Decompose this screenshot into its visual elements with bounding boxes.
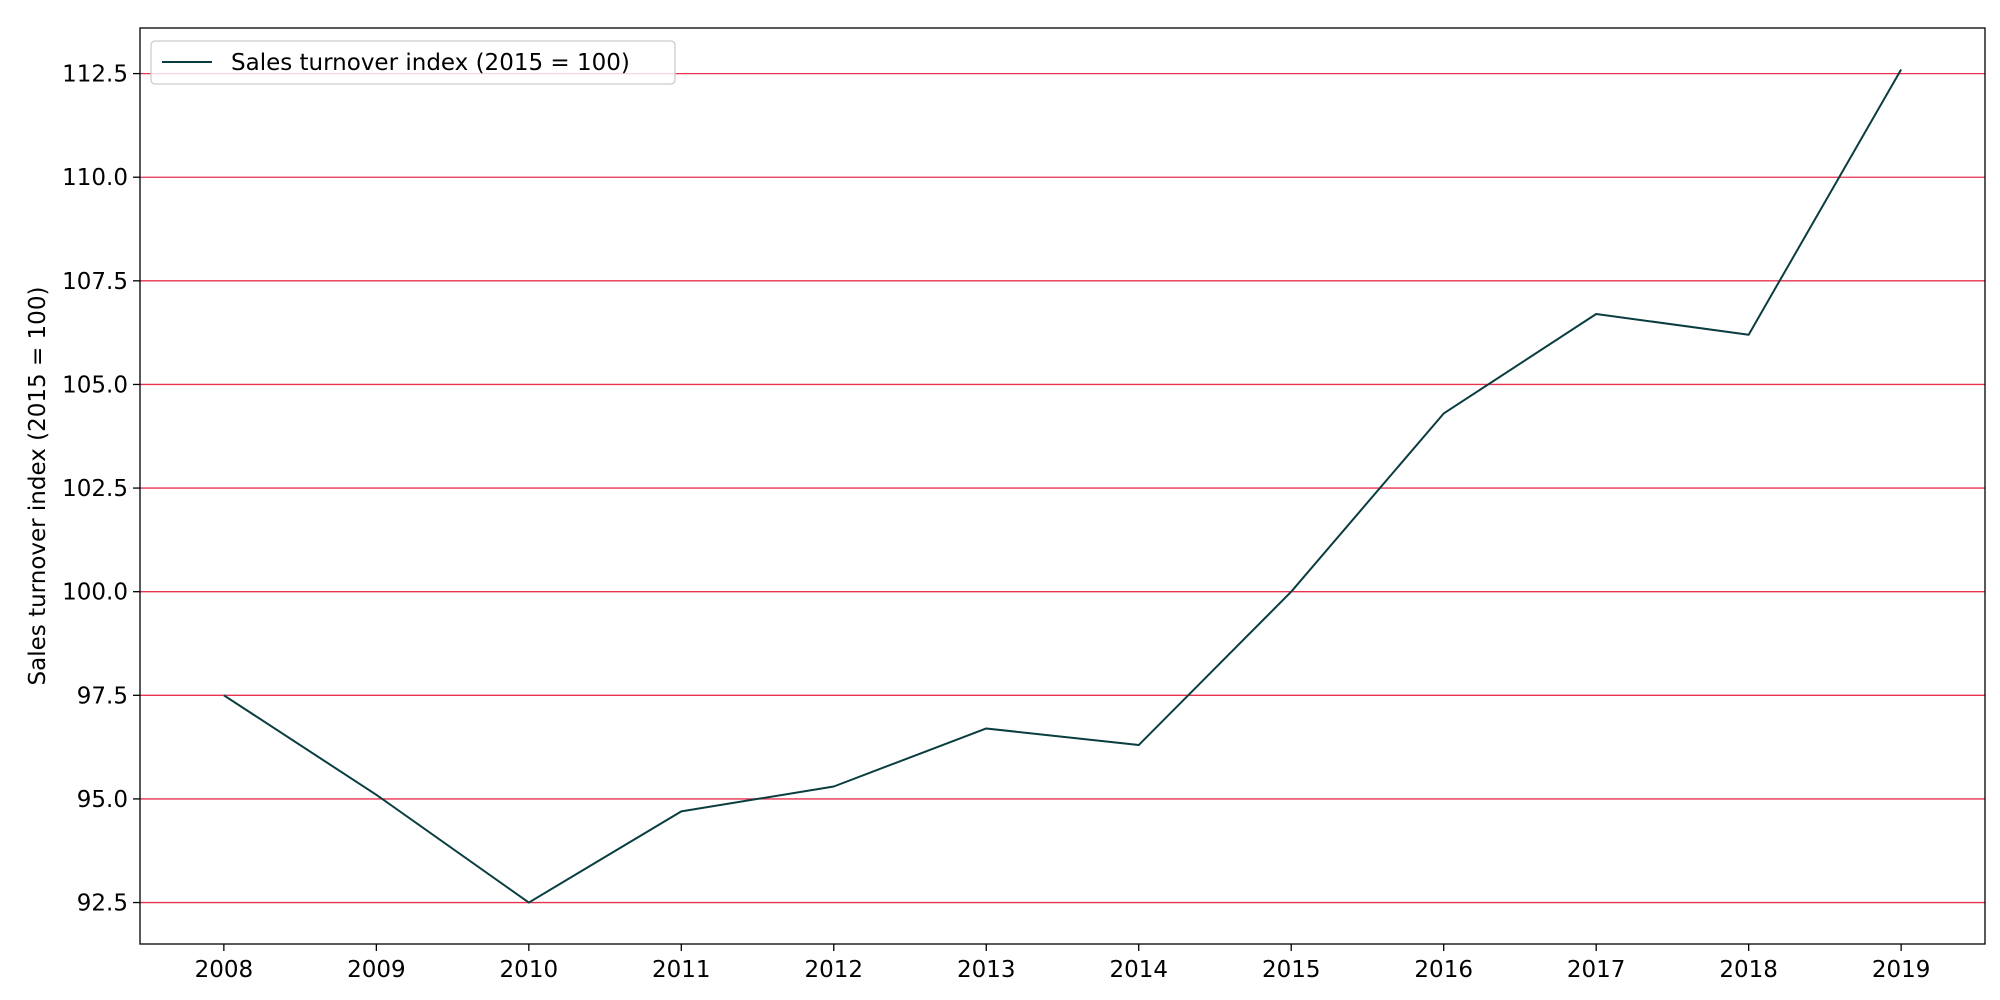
- plot-frame: [139, 27, 1986, 945]
- x-tick-label: 2017: [1567, 957, 1626, 983]
- y-tick-label: 92.5: [77, 891, 128, 917]
- x-tick-label: 2013: [957, 957, 1016, 983]
- series-layer: [223, 68, 1903, 904]
- x-tick-label: 2010: [500, 957, 559, 983]
- x-tick-label: 2019: [1872, 957, 1931, 983]
- gridlines: [140, 72, 1985, 904]
- y-tick-label: 97.5: [77, 683, 128, 709]
- x-tick-label: 2011: [652, 957, 711, 983]
- y-tick-label: 107.5: [62, 269, 128, 295]
- x-tick-label: 2018: [1719, 957, 1778, 983]
- x-tick-label: 2014: [1109, 957, 1168, 983]
- x-tick-label: 2009: [347, 957, 406, 983]
- x-tick-label: 2008: [195, 957, 254, 983]
- y-axis-title: Sales turnover index (2015 = 100): [25, 287, 51, 686]
- x-axis: 2008 2009 2010 2011 2012 2013 2014 2015 2016 2017…: [195, 944, 1931, 983]
- y-tick-label: 105.0: [62, 372, 128, 398]
- legend: Sales turnover index (2015 = 100): [150, 40, 676, 85]
- y-tick-label: 95.0: [77, 787, 128, 813]
- y-tick-label: 110.0: [62, 165, 128, 191]
- legend-box: [150, 40, 676, 85]
- y-axis: 92.5 95.0 97.5 100.0 102.5 105.0 107.5 110.0 112…: [62, 62, 140, 917]
- legend-label: Sales turnover index (2015 = 100): [231, 50, 630, 76]
- series-line-0: [223, 68, 1903, 904]
- y-tick-label: 100.0: [62, 580, 128, 606]
- x-tick-label: 2016: [1414, 957, 1473, 983]
- y-tick-label: 112.5: [62, 62, 128, 88]
- x-tick-label: 2015: [1262, 957, 1321, 983]
- x-tick-label: 2012: [805, 957, 864, 983]
- y-tick-label: 102.5: [62, 476, 128, 502]
